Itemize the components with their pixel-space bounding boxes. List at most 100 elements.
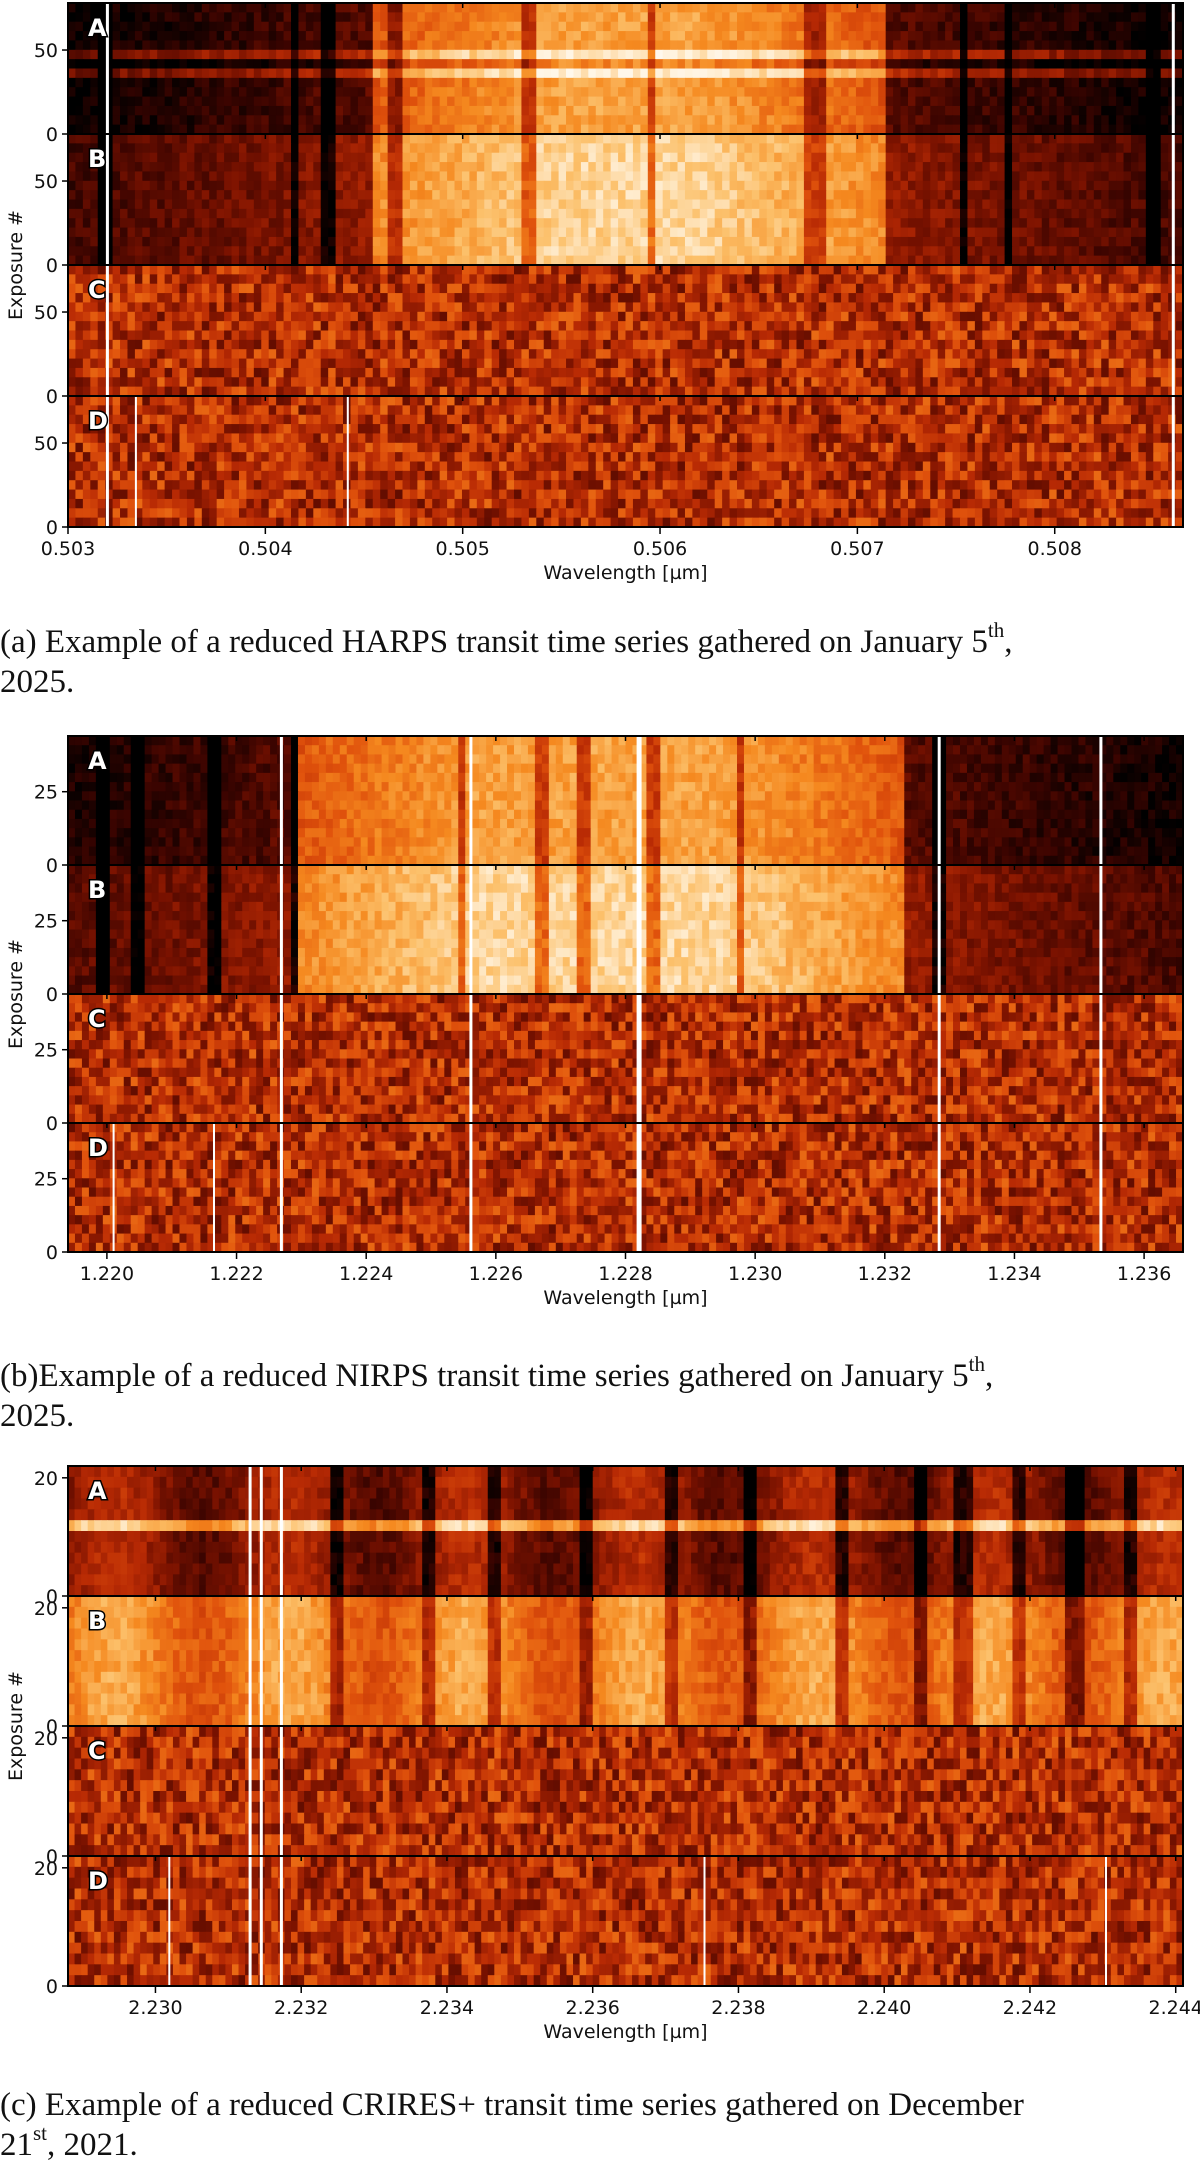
heatmap-cell bbox=[878, 246, 887, 257]
heatmap-cell bbox=[945, 49, 954, 60]
heatmap-cell bbox=[610, 77, 619, 88]
heatmap-cell bbox=[870, 134, 879, 144]
heatmap-cell bbox=[216, 105, 225, 116]
heatmap-cell bbox=[960, 87, 969, 98]
heatmap-cell bbox=[194, 96, 203, 107]
heatmap-cell bbox=[811, 190, 820, 201]
heatmap-cell bbox=[900, 87, 909, 98]
heatmap-cell bbox=[120, 283, 129, 294]
heatmap-cell bbox=[1123, 171, 1132, 182]
heatmap-cell bbox=[640, 77, 649, 88]
heatmap-cell bbox=[997, 105, 1006, 116]
heatmap-cell bbox=[885, 3, 894, 13]
heatmap-cell bbox=[759, 12, 768, 23]
heatmap-cell bbox=[68, 152, 77, 163]
heatmap-cell bbox=[1160, 265, 1169, 275]
heatmap-cell bbox=[870, 180, 879, 191]
heatmap-cell bbox=[491, 96, 500, 107]
heatmap-cell bbox=[68, 3, 77, 13]
heatmap-cell bbox=[855, 236, 864, 247]
heatmap-cell bbox=[305, 49, 314, 60]
heatmap-cell bbox=[506, 302, 515, 313]
heatmap-cell bbox=[863, 115, 872, 126]
heatmap-cell bbox=[75, 302, 84, 313]
heatmap-cell bbox=[774, 12, 783, 23]
heatmap-cell bbox=[848, 105, 857, 116]
heatmap-cell bbox=[1138, 255, 1147, 266]
heatmap-cell bbox=[1049, 255, 1058, 266]
heatmap-cell bbox=[97, 255, 106, 266]
heatmap-cell bbox=[945, 199, 954, 210]
heatmap-cell bbox=[677, 227, 686, 238]
heatmap-cell bbox=[1116, 218, 1125, 229]
heatmap-cell bbox=[246, 190, 255, 201]
heatmap-cell bbox=[231, 162, 240, 173]
heatmap-cell bbox=[179, 115, 188, 126]
heatmap-cell bbox=[974, 171, 983, 182]
heatmap-cell bbox=[632, 274, 641, 285]
heatmap-cell bbox=[1153, 255, 1162, 266]
heatmap-cell bbox=[268, 105, 277, 116]
heatmap-cell bbox=[930, 21, 939, 32]
heatmap-cell bbox=[714, 180, 723, 191]
heatmap-cell bbox=[855, 199, 864, 210]
heatmap-cell bbox=[1145, 227, 1154, 238]
heatmap-cell bbox=[476, 265, 485, 275]
heatmap-cell bbox=[647, 302, 656, 313]
heatmap-cell bbox=[789, 162, 798, 173]
y-tick-label: 0 bbox=[46, 255, 58, 277]
heatmap-cell bbox=[134, 227, 143, 238]
heatmap-cell bbox=[1101, 180, 1110, 191]
heatmap-cell bbox=[172, 311, 181, 322]
heatmap-cell bbox=[937, 105, 946, 116]
heatmap-cell bbox=[833, 171, 842, 182]
heatmap-cell bbox=[803, 12, 812, 23]
heatmap-cell bbox=[432, 40, 441, 51]
heatmap-cell bbox=[751, 274, 760, 285]
heatmap-cell bbox=[855, 265, 864, 275]
heatmap-cell bbox=[811, 12, 820, 23]
heatmap-cell bbox=[454, 283, 463, 294]
heatmap-cell bbox=[120, 124, 129, 135]
heatmap-cell bbox=[224, 199, 233, 210]
heatmap-cell bbox=[907, 265, 916, 275]
heatmap-cell bbox=[803, 68, 812, 79]
heatmap-cell bbox=[209, 227, 218, 238]
heatmap-cell bbox=[1049, 199, 1058, 210]
heatmap-cell bbox=[164, 218, 173, 229]
heatmap-cell bbox=[848, 87, 857, 98]
heatmap-cell bbox=[120, 115, 129, 126]
heatmap-cell bbox=[684, 134, 693, 144]
heatmap-cell bbox=[75, 293, 84, 304]
heatmap-cell bbox=[186, 124, 195, 135]
heatmap-cell bbox=[595, 143, 604, 154]
heatmap-cell bbox=[573, 255, 582, 266]
heatmap-cell bbox=[863, 21, 872, 32]
heatmap-cell bbox=[900, 236, 909, 247]
heatmap-cell bbox=[1071, 49, 1080, 60]
heatmap-cell bbox=[603, 218, 612, 229]
heatmap-cell bbox=[610, 227, 619, 238]
heatmap-cell bbox=[1071, 171, 1080, 182]
heatmap-cell bbox=[640, 21, 649, 32]
heatmap-cell bbox=[774, 246, 783, 257]
heatmap-cell bbox=[692, 31, 701, 42]
heatmap-cell bbox=[1071, 199, 1080, 210]
heatmap-cell bbox=[1041, 246, 1050, 257]
heatmap-cell bbox=[1160, 40, 1169, 51]
heatmap-cell bbox=[157, 218, 166, 229]
heatmap-cell bbox=[1123, 218, 1132, 229]
heatmap-cell bbox=[328, 143, 337, 154]
heatmap-cell bbox=[1056, 302, 1065, 313]
heatmap-cell bbox=[357, 171, 366, 182]
heatmap-cell bbox=[112, 40, 121, 51]
heatmap-cell bbox=[409, 246, 418, 257]
heatmap-cell bbox=[521, 96, 530, 107]
heatmap-cell bbox=[528, 68, 537, 79]
heatmap-cell bbox=[737, 49, 746, 60]
heatmap-cell bbox=[974, 115, 983, 126]
heatmap-cell bbox=[848, 236, 857, 247]
heatmap-cell bbox=[514, 152, 523, 163]
heatmap-cell bbox=[945, 77, 954, 88]
heatmap-cell bbox=[350, 12, 359, 23]
